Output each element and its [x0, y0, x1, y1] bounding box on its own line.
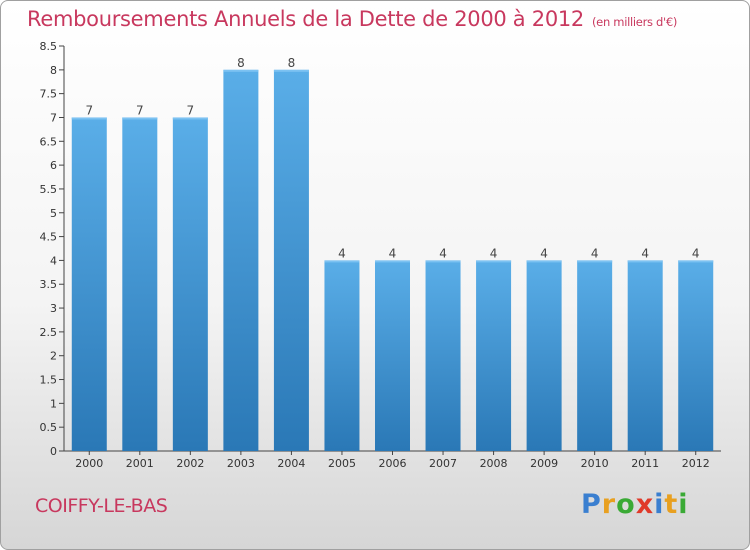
bar	[273, 69, 309, 451]
y-tick-label: 3.5	[40, 278, 58, 291]
y-tick-label: 8	[50, 64, 57, 77]
x-tick-label: 2010	[581, 457, 609, 470]
data-label: 4	[692, 246, 700, 260]
y-tick-label: 7.5	[40, 88, 58, 101]
bar-highlight	[627, 260, 663, 263]
bar	[324, 260, 360, 451]
bar	[71, 117, 107, 452]
y-tick-label: 7	[50, 111, 57, 124]
bar-highlight	[324, 260, 360, 263]
bar	[526, 260, 562, 451]
bar-highlight	[425, 260, 461, 263]
bar	[223, 69, 259, 451]
chart-title: Remboursements Annuels de la Dette de 20…	[27, 7, 677, 31]
data-label: 7	[85, 103, 93, 117]
y-tick-label: 8.5	[40, 40, 58, 53]
proxiti-logo: Proxiti	[581, 489, 689, 520]
y-tick-label: 4.5	[40, 231, 58, 244]
y-tick-label: 1.5	[40, 374, 58, 387]
bar-highlight	[678, 260, 714, 263]
bar	[678, 260, 714, 451]
logo-letter: t	[664, 489, 679, 520]
x-tick-label: 2005	[328, 457, 356, 470]
bar	[577, 260, 613, 451]
y-tick-label: 3	[50, 302, 57, 315]
x-tick-label: 2000	[75, 457, 103, 470]
bar-highlight	[223, 69, 259, 72]
chart-subtitle: (en milliers d'€)	[592, 15, 678, 29]
bar-highlight	[122, 117, 158, 120]
y-tick-label: 6.5	[40, 135, 58, 148]
bar-highlight	[476, 260, 512, 263]
data-label: 7	[187, 103, 195, 117]
data-label: 4	[490, 246, 498, 260]
y-tick-label: 2	[50, 350, 57, 363]
logo-letter: i	[678, 489, 689, 520]
data-label: 4	[389, 246, 397, 260]
logo-letter: i	[654, 489, 665, 520]
y-tick-label: 6	[50, 159, 57, 172]
y-tick-label: 4	[50, 254, 57, 267]
bar	[425, 260, 461, 451]
bar	[476, 260, 512, 451]
data-label: 4	[591, 246, 599, 260]
data-label: 4	[439, 246, 447, 260]
x-tick-label: 2007	[429, 457, 457, 470]
y-tick-label: 0	[50, 445, 57, 458]
data-label: 4	[338, 246, 346, 260]
bar	[172, 117, 208, 452]
data-label: 8	[288, 56, 296, 70]
data-label: 8	[237, 56, 245, 70]
data-label: 7	[136, 103, 144, 117]
x-tick-label: 2001	[126, 457, 154, 470]
chart-title-text: Remboursements Annuels de la Dette de 20…	[27, 7, 584, 31]
x-tick-label: 2012	[682, 457, 710, 470]
bar	[375, 260, 410, 451]
bar-highlight	[273, 69, 309, 72]
x-tick-label: 2011	[631, 457, 659, 470]
y-tick-label: 0.5	[40, 421, 58, 434]
y-tick-label: 2.5	[40, 326, 58, 339]
x-tick-label: 2004	[277, 457, 305, 470]
bar-highlight	[577, 260, 613, 263]
bar-highlight	[526, 260, 562, 263]
bar	[627, 260, 663, 451]
place-name: COIFFY-LE-BAS	[35, 495, 168, 517]
y-tick-label: 1	[50, 397, 57, 410]
y-tick-label: 5.5	[40, 183, 58, 196]
data-label: 4	[641, 246, 649, 260]
data-label: 4	[540, 246, 548, 260]
x-tick-label: 2008	[480, 457, 508, 470]
logo-letter: r	[601, 489, 617, 520]
x-tick-label: 2002	[176, 457, 204, 470]
bar-highlight	[375, 260, 410, 263]
bar	[122, 117, 158, 452]
y-tick-label: 5	[50, 207, 57, 220]
x-tick-label: 2006	[379, 457, 407, 470]
bar-highlight	[172, 117, 208, 120]
x-tick-label: 2009	[530, 457, 558, 470]
logo-letter: o	[616, 489, 636, 520]
bar-highlight	[71, 117, 107, 120]
logo-letter: x	[635, 489, 655, 520]
logo-letter: P	[581, 489, 602, 520]
x-tick-label: 2003	[227, 457, 255, 470]
